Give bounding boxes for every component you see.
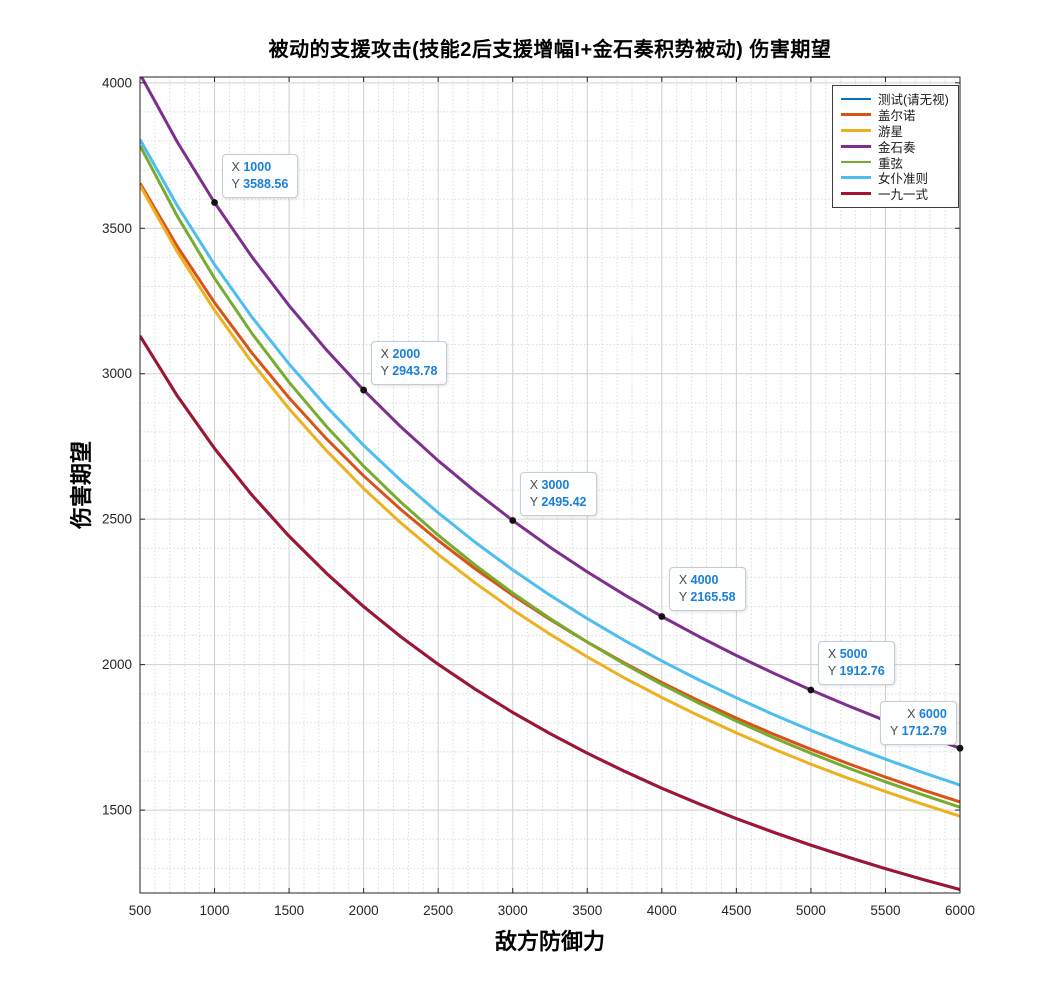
x-tick-label: 2000 <box>349 903 379 918</box>
datatip-axis-letter: X <box>678 573 691 588</box>
chart-title: 被动的支援攻击(技能2后支援增幅I+金石奏积势被动) 伤害期望 <box>268 39 832 61</box>
datatip-axis-letter: Y <box>529 494 542 509</box>
curve-series-5[interactable] <box>140 138 960 787</box>
x-tick-label: 5000 <box>796 903 826 918</box>
legend-entry-label: 测试(请无视) <box>878 93 949 108</box>
datatip-axis-letter: X <box>907 707 919 722</box>
legend-line-swatch-icon <box>841 176 871 180</box>
datatip[interactable]: X 5000 Y 1912.76 <box>817 641 895 685</box>
datatip-x-row: X 5000 <box>828 646 885 663</box>
datatip-axis-letter: Y <box>678 590 691 605</box>
legend-line-swatch-icon <box>841 144 871 148</box>
legend-entry[interactable]: 盖尔诺 <box>841 107 949 123</box>
datatip-value: 2165.58 <box>690 590 736 605</box>
legend-entry-label: 重弦 <box>878 156 904 171</box>
legend-entry-label: 金石奏 <box>878 140 916 155</box>
marker-dot[interactable] <box>360 386 368 394</box>
datatip-axis-letter: X <box>827 647 840 661</box>
legend-line-swatch-icon <box>841 113 871 117</box>
legend-entry[interactable]: 金石奏 <box>841 138 949 155</box>
legend-entry-label: 盖尔诺 <box>878 109 916 124</box>
datatip-y-row: Y 3588.56 <box>232 176 289 193</box>
datatip-value: 6000 <box>918 707 947 722</box>
datatip-value: 2000 <box>392 347 421 362</box>
y-tick-label: 3500 <box>102 221 132 236</box>
datatip-x-row: X 3000 <box>530 477 587 494</box>
datatip[interactable]: X 3000 Y 2495.42 <box>519 471 597 516</box>
legend-entry-label: 游星 <box>878 125 904 139</box>
legend-entry[interactable]: 一九一式 <box>841 186 949 202</box>
legend-line-swatch-icon <box>841 97 871 101</box>
datatip-value: 3588.56 <box>243 176 289 191</box>
legend-entry-label: 一九一式 <box>878 188 929 203</box>
x-tick-label: 6000 <box>945 903 975 918</box>
datatip-value: 1000 <box>243 159 272 174</box>
y-tick-label: 2500 <box>102 512 132 527</box>
y-tick-label: 1500 <box>102 803 132 818</box>
datatip-value: 4000 <box>690 573 719 588</box>
datatip-value: 2943.78 <box>392 364 438 379</box>
legend-entry[interactable]: 重弦 <box>841 154 949 171</box>
legend-entry[interactable]: 女仆准则 <box>841 170 949 186</box>
marker-dot[interactable] <box>807 686 815 694</box>
datatip-axis-letter: X <box>231 159 244 174</box>
datatip-value: 3000 <box>541 477 570 492</box>
legend-line-swatch-icon <box>841 129 871 132</box>
datatip-axis-letter: Y <box>890 724 902 739</box>
datatip-y-row: Y 2943.78 <box>381 363 438 380</box>
datatip-value: 1712.79 <box>901 724 947 739</box>
x-tick-label: 5500 <box>870 903 900 918</box>
legend-entry-label: 女仆准则 <box>878 172 929 187</box>
marker-dot[interactable] <box>211 199 218 206</box>
curve-series-0[interactable] <box>140 335 960 891</box>
curve-series-3[interactable] <box>140 74 960 750</box>
x-tick-label: 3500 <box>572 903 602 918</box>
datatip-axis-letter: Y <box>380 364 393 379</box>
marker-dot[interactable] <box>509 517 517 524</box>
datatip[interactable]: X 1000 Y 3588.56 <box>221 153 299 198</box>
legend-entry[interactable]: 游星 <box>841 123 949 139</box>
curve-series-4[interactable] <box>140 144 960 809</box>
datatip-y-row: Y 2495.42 <box>530 494 587 511</box>
y-tick-label: 4000 <box>102 75 132 90</box>
datatip-y-row: Y 2165.58 <box>679 589 736 606</box>
datatip[interactable]: X 4000 Y 2165.58 <box>668 567 746 612</box>
legend-line-swatch-icon <box>841 192 871 196</box>
datatip-value: 1912.76 <box>839 664 885 678</box>
datatip-axis-letter: X <box>529 477 542 492</box>
datatip-axis-letter: X <box>380 347 393 362</box>
axes-box <box>139 76 961 894</box>
datatip-x-row: X 6000 <box>890 706 947 723</box>
x-tick-label: 1000 <box>200 903 230 918</box>
curve-series-6[interactable] <box>140 335 960 891</box>
marker-dot[interactable] <box>956 744 964 752</box>
datatip-x-row: X 4000 <box>679 572 736 589</box>
x-tick-label: 4000 <box>647 903 677 918</box>
datatip-axis-letter: Y <box>231 176 244 191</box>
x-tick-label: 3000 <box>498 903 528 918</box>
x-tick-label: 500 <box>129 903 152 918</box>
datatip[interactable]: X 2000 Y 2943.78 <box>370 341 448 386</box>
datatip[interactable]: X 6000 Y 1712.79 <box>880 701 957 746</box>
curve-series-2[interactable] <box>140 184 960 818</box>
x-tick-label: 4500 <box>721 903 751 918</box>
datatip-axis-letter: Y <box>827 664 840 678</box>
datatip-x-row: X 2000 <box>381 346 438 363</box>
datatip-value: 2495.42 <box>541 494 587 509</box>
y-tick-label: 2000 <box>102 657 132 672</box>
datatip-y-row: Y 1712.79 <box>890 723 947 740</box>
datatip-x-row: X 1000 <box>232 159 289 176</box>
legend-entry[interactable]: 测试(请无视) <box>841 91 949 107</box>
y-tick-label: 3000 <box>102 366 132 381</box>
datatip-y-row: Y 1912.76 <box>828 663 885 680</box>
x-axis-label: 敌方防御力 <box>494 929 605 954</box>
legend: 测试(请无视) 盖尔诺 游星 金石奏 重弦 女仆准则 一九一式 <box>832 85 959 208</box>
x-tick-label: 1500 <box>274 903 304 918</box>
x-tick-label: 2500 <box>423 903 453 918</box>
marker-dot[interactable] <box>658 613 666 620</box>
legend-line-swatch-icon <box>841 160 871 164</box>
datatip-value: 5000 <box>839 647 868 661</box>
